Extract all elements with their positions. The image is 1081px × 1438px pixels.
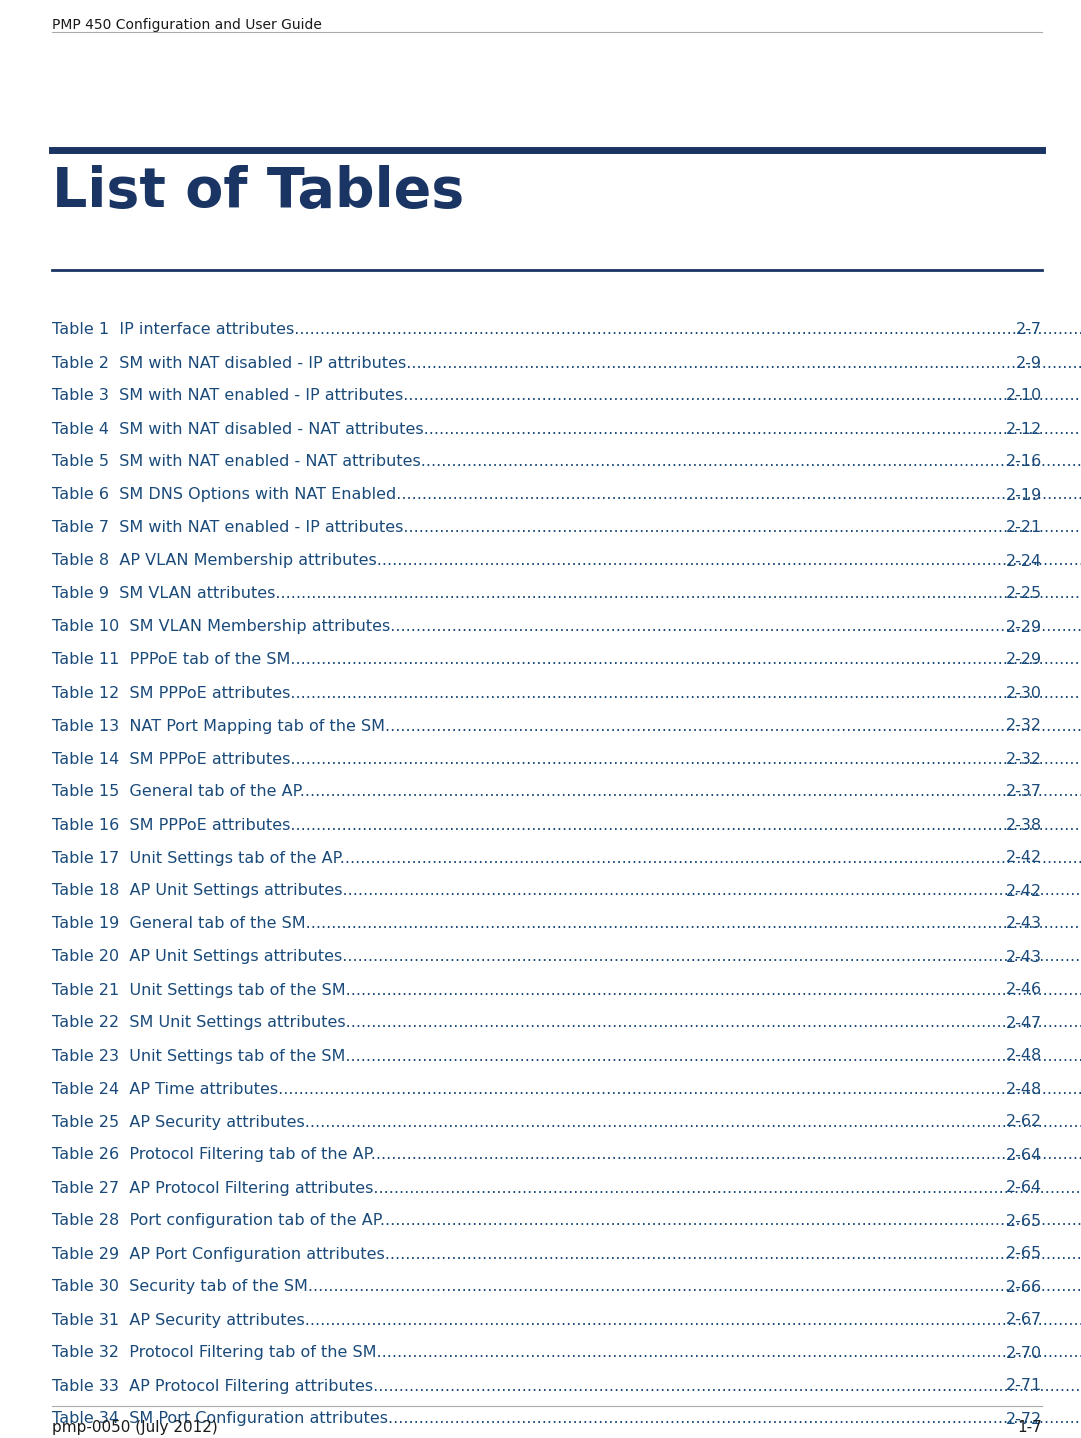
- Text: Table 2  SM with NAT disabled - IP attributes...................................: Table 2 SM with NAT disabled - IP attrib…: [52, 355, 1081, 371]
- Text: 2-12: 2-12: [1005, 421, 1042, 437]
- Text: Table 34  SM Port Configuration attributes......................................: Table 34 SM Port Configuration attribute…: [52, 1412, 1081, 1426]
- Text: Table 4  SM with NAT disabled - NAT attributes..................................: Table 4 SM with NAT disabled - NAT attri…: [52, 421, 1081, 437]
- Text: 2-37: 2-37: [1006, 785, 1042, 800]
- Text: 2-32: 2-32: [1006, 752, 1042, 766]
- Text: Table 16  SM PPPoE attributes...................................................: Table 16 SM PPPoE attributes............…: [52, 817, 1081, 833]
- Text: Table 3  SM with NAT enabled - IP attributes....................................: Table 3 SM with NAT enabled - IP attribu…: [52, 388, 1081, 404]
- Text: Table 29  AP Port Configuration attributes......................................: Table 29 AP Port Configuration attribute…: [52, 1247, 1081, 1261]
- Text: 2-47: 2-47: [1006, 1015, 1042, 1031]
- Text: Table 17  Unit Settings tab of the AP...........................................: Table 17 Unit Settings tab of the AP....…: [52, 850, 1081, 866]
- Text: 2-64: 2-64: [1006, 1181, 1042, 1195]
- Text: Table 33  AP Protocol Filtering attributes......................................: Table 33 AP Protocol Filtering attribute…: [52, 1379, 1081, 1393]
- Text: 2-10: 2-10: [1005, 388, 1042, 404]
- Text: Table 31  AP Security attributes................................................: Table 31 AP Security attributes.........…: [52, 1313, 1081, 1327]
- Text: Table 7  SM with NAT enabled - IP attributes....................................: Table 7 SM with NAT enabled - IP attribu…: [52, 521, 1081, 535]
- Text: 2-42: 2-42: [1006, 883, 1042, 899]
- Text: 2-43: 2-43: [1006, 949, 1042, 965]
- Text: 2-65: 2-65: [1006, 1247, 1042, 1261]
- Text: Table 28  Port configuration tab of the AP......................................: Table 28 Port configuration tab of the A…: [52, 1214, 1081, 1228]
- Text: Table 22  SM Unit Settings attributes...........................................: Table 22 SM Unit Settings attributes....…: [52, 1015, 1081, 1031]
- Text: Table 19  General tab of the SM.................................................: Table 19 General tab of the SM..........…: [52, 916, 1081, 932]
- Text: 2-9: 2-9: [1016, 355, 1042, 371]
- Text: Table 24  AP Time attributes....................................................: Table 24 AP Time attributes.............…: [52, 1081, 1081, 1097]
- Text: Table 14  SM PPPoE attributes...................................................: Table 14 SM PPPoE attributes............…: [52, 752, 1081, 766]
- Text: 2-24: 2-24: [1006, 554, 1042, 568]
- Text: Table 13  NAT Port Mapping tab of the SM........................................: Table 13 NAT Port Mapping tab of the SM.…: [52, 719, 1081, 733]
- Text: 2-64: 2-64: [1006, 1148, 1042, 1162]
- Text: Table 8  AP VLAN Membership attributes..........................................: Table 8 AP VLAN Membership attributes...…: [52, 554, 1081, 568]
- Text: 2-30: 2-30: [1006, 686, 1042, 700]
- Text: pmp-0050 (July 2012): pmp-0050 (July 2012): [52, 1419, 217, 1435]
- Text: 2-25: 2-25: [1006, 587, 1042, 601]
- Text: 2-65: 2-65: [1006, 1214, 1042, 1228]
- Text: PMP 450 Configuration and User Guide: PMP 450 Configuration and User Guide: [52, 19, 322, 32]
- Text: 2-48: 2-48: [1005, 1081, 1042, 1097]
- Text: Table 5  SM with NAT enabled - NAT attributes...................................: Table 5 SM with NAT enabled - NAT attrib…: [52, 454, 1081, 469]
- Text: 2-62: 2-62: [1006, 1114, 1042, 1129]
- Text: Table 30  Security tab of the SM................................................: Table 30 Security tab of the SM.........…: [52, 1280, 1081, 1294]
- Text: 2-32: 2-32: [1006, 719, 1042, 733]
- Text: Table 11  PPPoE tab of the SM...................................................: Table 11 PPPoE tab of the SM............…: [52, 653, 1081, 667]
- Text: Table 9  SM VLAN attributes.....................................................: Table 9 SM VLAN attributes..............…: [52, 587, 1081, 601]
- Text: Table 15  General tab of the AP.................................................: Table 15 General tab of the AP..........…: [52, 785, 1081, 800]
- Text: 2-70: 2-70: [1006, 1346, 1042, 1360]
- Text: 2-67: 2-67: [1006, 1313, 1042, 1327]
- Text: 2-29: 2-29: [1006, 620, 1042, 634]
- Text: Table 25  AP Security attributes................................................: Table 25 AP Security attributes.........…: [52, 1114, 1081, 1129]
- Text: 2-42: 2-42: [1006, 850, 1042, 866]
- Text: 1-7: 1-7: [1017, 1419, 1042, 1435]
- Text: 2-7: 2-7: [1016, 322, 1042, 338]
- Text: 2-38: 2-38: [1006, 817, 1042, 833]
- Text: 2-46: 2-46: [1006, 982, 1042, 998]
- Text: Table 10  SM VLAN Membership attributes.........................................: Table 10 SM VLAN Membership attributes..…: [52, 620, 1081, 634]
- Text: 2-48: 2-48: [1005, 1048, 1042, 1064]
- Text: Table 20  AP Unit Settings attributes...........................................: Table 20 AP Unit Settings attributes....…: [52, 949, 1081, 965]
- Text: 2-71: 2-71: [1005, 1379, 1042, 1393]
- Text: Table 18  AP Unit Settings attributes...........................................: Table 18 AP Unit Settings attributes....…: [52, 883, 1081, 899]
- Text: 2-66: 2-66: [1006, 1280, 1042, 1294]
- Text: Table 32  Protocol Filtering tab of the SM......................................: Table 32 Protocol Filtering tab of the S…: [52, 1346, 1081, 1360]
- Text: 2-43: 2-43: [1006, 916, 1042, 932]
- Text: 2-72: 2-72: [1006, 1412, 1042, 1426]
- Text: Table 26  Protocol Filtering tab of the AP......................................: Table 26 Protocol Filtering tab of the A…: [52, 1148, 1081, 1162]
- Text: 2-29: 2-29: [1006, 653, 1042, 667]
- Text: List of Tables: List of Tables: [52, 165, 464, 219]
- Text: Table 27  AP Protocol Filtering attributes......................................: Table 27 AP Protocol Filtering attribute…: [52, 1181, 1081, 1195]
- Text: Table 6  SM DNS Options with NAT Enabled........................................: Table 6 SM DNS Options with NAT Enabled.…: [52, 487, 1081, 502]
- Text: Table 23  Unit Settings tab of the SM...........................................: Table 23 Unit Settings tab of the SM....…: [52, 1048, 1081, 1064]
- Text: 2-19: 2-19: [1005, 487, 1042, 502]
- Text: Table 1  IP interface attributes................................................: Table 1 IP interface attributes.........…: [52, 322, 1081, 338]
- Text: Table 21  Unit Settings tab of the SM...........................................: Table 21 Unit Settings tab of the SM....…: [52, 982, 1081, 998]
- Text: Table 12  SM PPPoE attributes...................................................: Table 12 SM PPPoE attributes............…: [52, 686, 1081, 700]
- Text: 2-16: 2-16: [1005, 454, 1042, 469]
- Text: 2-21: 2-21: [1005, 521, 1042, 535]
